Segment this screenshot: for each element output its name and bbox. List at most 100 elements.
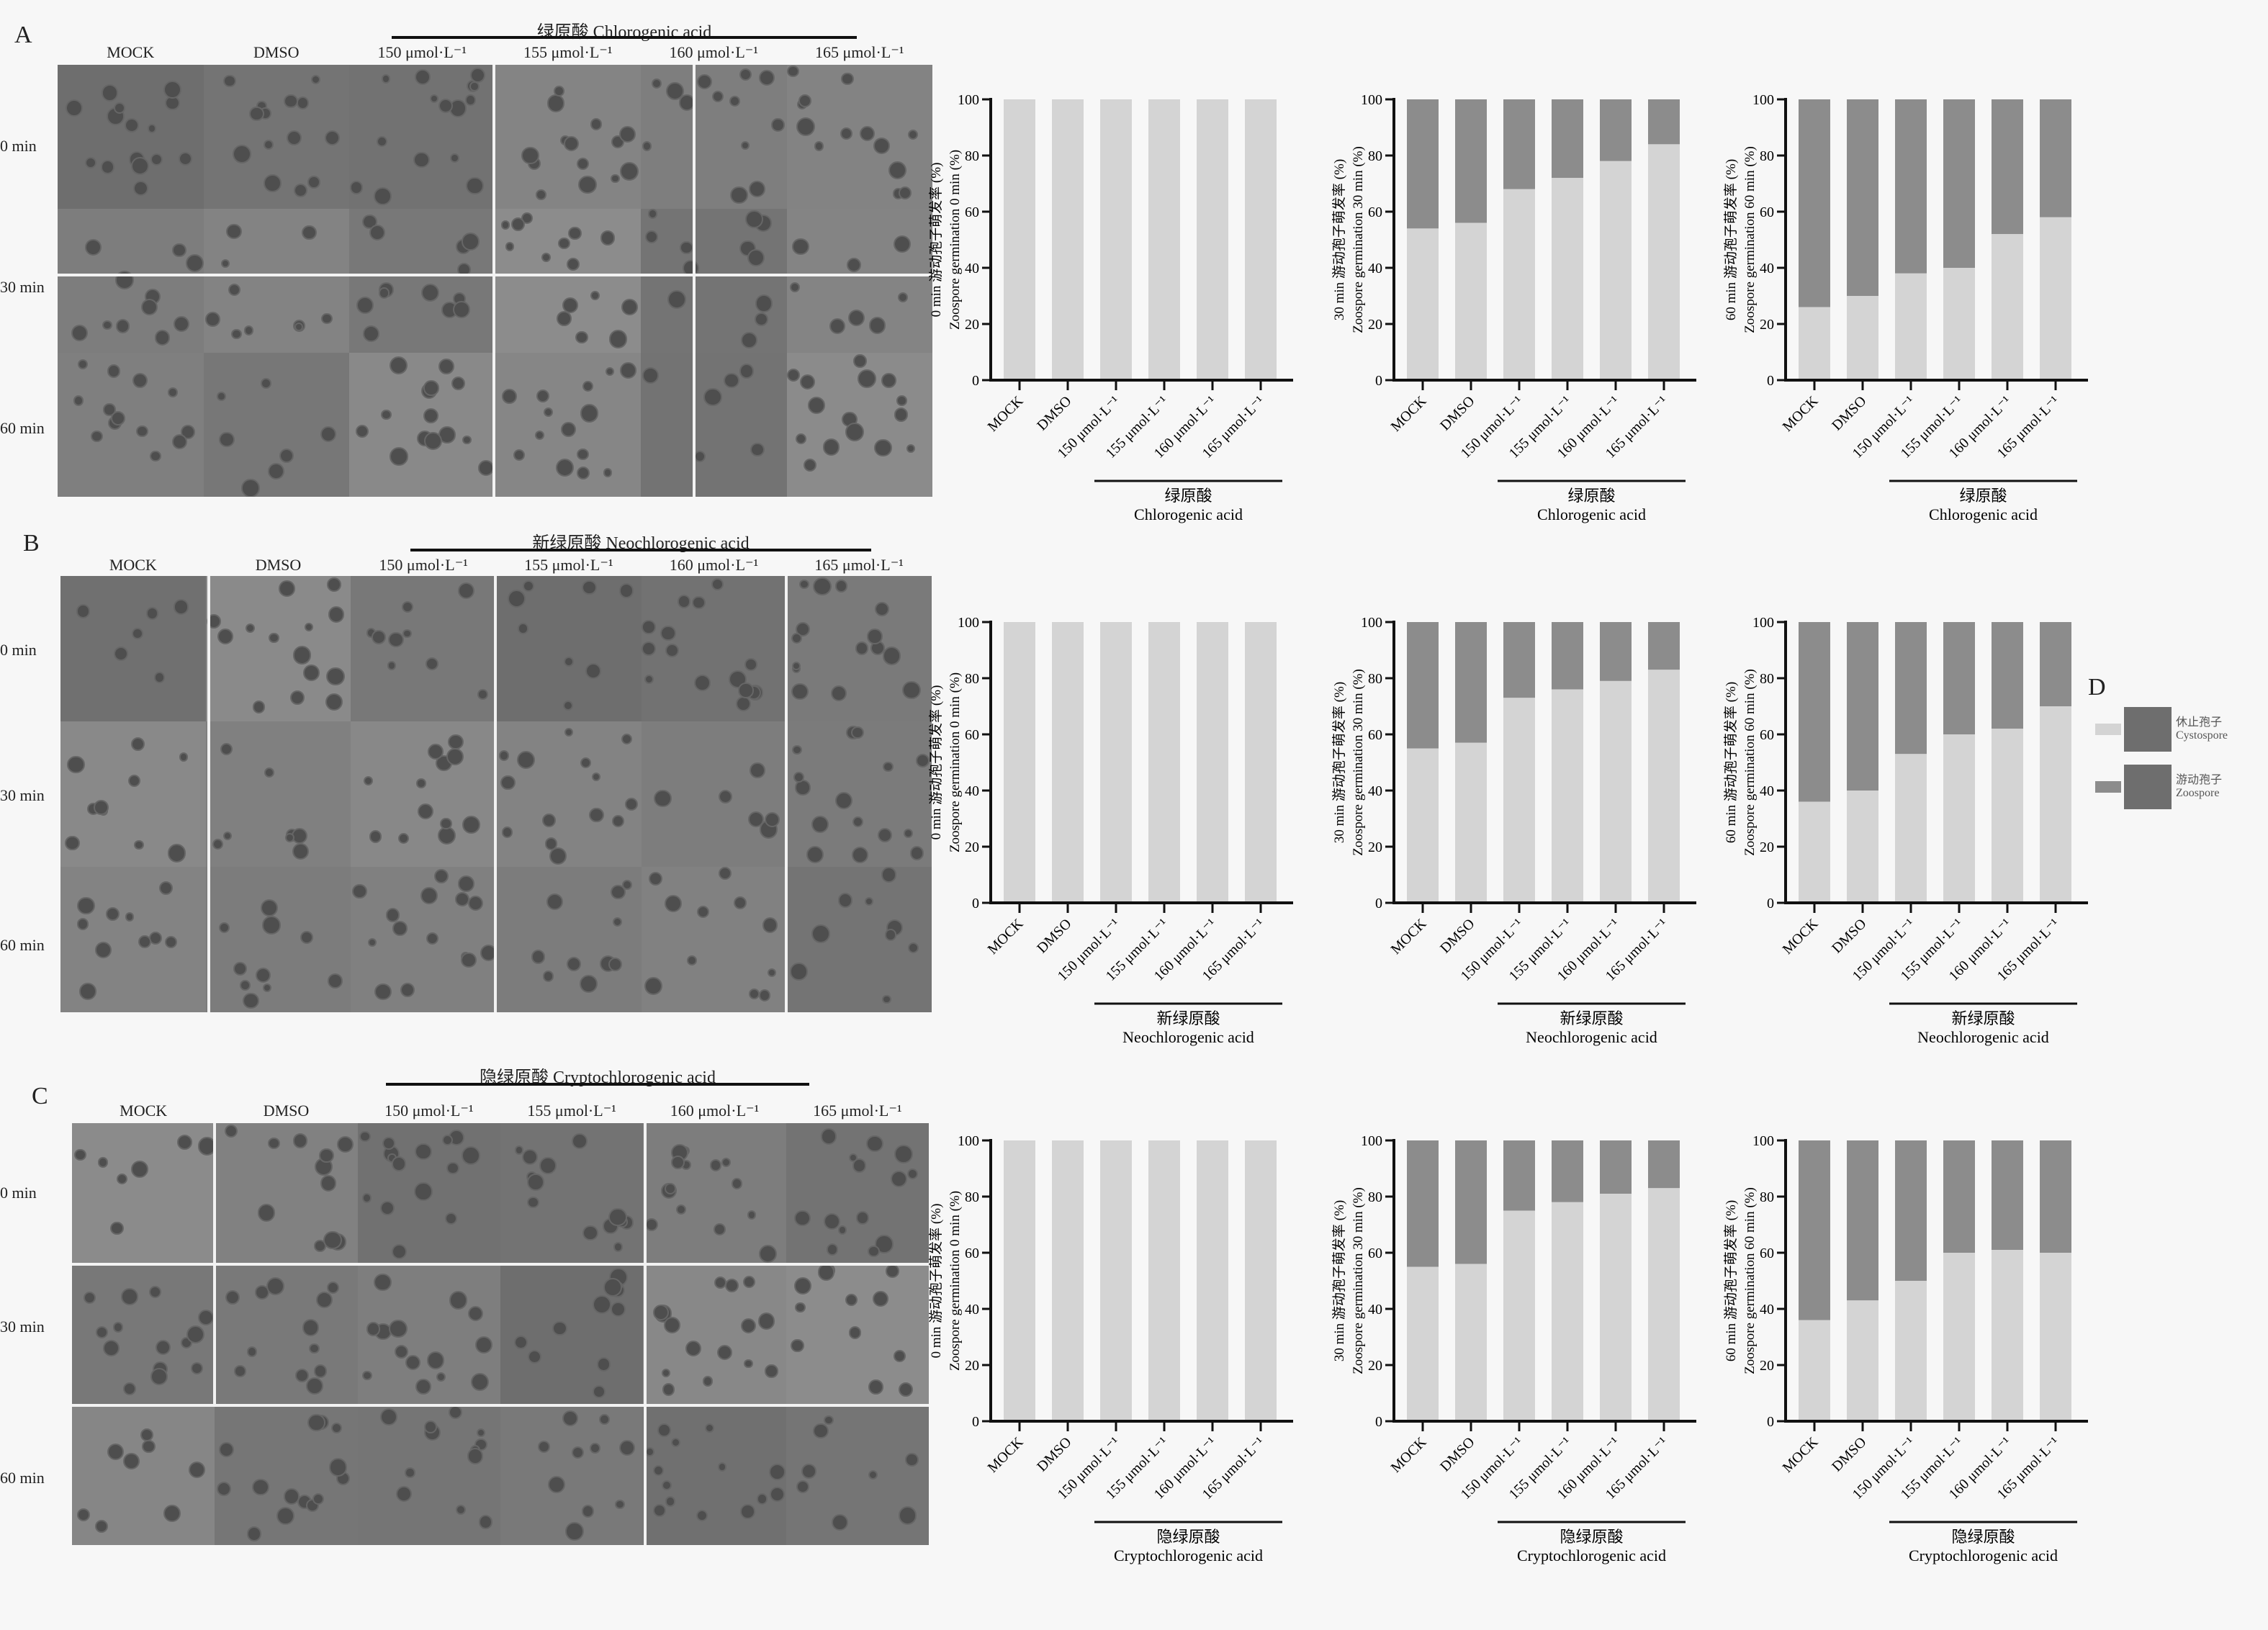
- zoospore-cell: [755, 294, 773, 312]
- bar-segment-light: [1052, 622, 1084, 903]
- micrograph-cell: [786, 576, 932, 721]
- zoospore-cell: [264, 767, 275, 778]
- zoospore-cell: [832, 1513, 848, 1531]
- zoospore-cell: [464, 94, 477, 106]
- group-label-cn: 新绿原酸: [1560, 1009, 1623, 1027]
- zoospore-cell: [423, 1420, 437, 1433]
- zoospore-cell: [740, 140, 750, 150]
- zoospore-cell: [714, 1222, 726, 1235]
- zoospore-cell: [835, 791, 853, 809]
- zoospore-cell: [224, 1124, 238, 1138]
- zoospore-cell: [136, 425, 148, 438]
- zoospore-cell: [564, 727, 573, 737]
- zoospore-cell: [831, 685, 847, 702]
- bar-segment-light: [1552, 689, 1583, 903]
- zoospore-cell: [590, 1442, 601, 1454]
- y-axis-label-en: Zoospore germination 0 min (%): [948, 150, 963, 330]
- zoospore-cell: [502, 389, 517, 405]
- zoospore-cell: [140, 299, 158, 316]
- zoospore-cell: [611, 174, 620, 184]
- zoospore-cell: [130, 1160, 149, 1179]
- y-tick-label: 100: [1752, 92, 1774, 108]
- zoospore-cell: [116, 1173, 128, 1185]
- zoospore-cell: [216, 1481, 232, 1497]
- zoospore-cell: [218, 1441, 234, 1458]
- zoospore-cell: [101, 160, 115, 174]
- zoospore-cell: [513, 449, 525, 461]
- zoospore-cell: [770, 1486, 786, 1502]
- y-tick-label: 40: [1368, 1302, 1382, 1318]
- zoospore-cell: [878, 828, 893, 843]
- zoospore-cell: [624, 797, 639, 811]
- zoospore-cell: [307, 1413, 326, 1432]
- zoospore-cell: [613, 1242, 624, 1253]
- zoospore-cell: [657, 1423, 671, 1438]
- zoospore-cell: [883, 762, 894, 773]
- bar-segment-dark: [1992, 99, 2023, 235]
- row-label: 0 min: [0, 641, 37, 659]
- zoospore-cell: [395, 1344, 409, 1359]
- zoospore-cell: [405, 1354, 421, 1371]
- zoospore-cell: [296, 96, 310, 109]
- zoospore-cell: [747, 1210, 756, 1220]
- zoospore-cell: [150, 450, 161, 462]
- bar-segment-light: [1100, 1140, 1132, 1421]
- zoospore-cell: [262, 916, 281, 935]
- x-tick-label: DMSO: [1829, 916, 1869, 956]
- zoospore-cell: [904, 829, 914, 839]
- zoospore-cell: [414, 68, 431, 85]
- micrograph-cell: [641, 209, 787, 353]
- micrograph-cell: [205, 576, 351, 721]
- row-label: 60 min: [0, 419, 45, 437]
- zoospore-cell: [325, 693, 343, 711]
- zoospore-cell: [536, 189, 547, 201]
- micrograph-cell: [351, 721, 496, 867]
- x-tick-label: DMSO: [1034, 1434, 1074, 1474]
- column-label: 160 μmol·L⁻¹: [669, 43, 759, 61]
- zoospore-cell: [106, 907, 120, 922]
- zoospore-cell: [223, 74, 237, 88]
- y-tick-label: 20: [1368, 1358, 1382, 1374]
- zoospore-cell: [793, 1210, 811, 1227]
- image-separator: [72, 1263, 929, 1266]
- group-label-en: Chlorogenic acid: [1134, 505, 1243, 523]
- zoospore-cell: [748, 181, 765, 197]
- zoospore-cell: [302, 225, 317, 240]
- bar-segment-dark: [2040, 622, 2071, 706]
- column-label: 150 μmol·L⁻¹: [377, 43, 467, 61]
- zoospore-cell: [654, 790, 672, 808]
- micrograph-cell: [643, 1123, 786, 1264]
- zoospore-cell: [896, 395, 907, 406]
- zoospore-cell: [608, 1207, 627, 1226]
- group-label-en: Cryptochlorogenic acid: [1909, 1546, 2058, 1564]
- zoospore-cell: [113, 646, 129, 662]
- zoospore-cell: [653, 1503, 667, 1518]
- y-tick-label: 100: [958, 615, 979, 631]
- zoospore-cell: [133, 180, 149, 196]
- y-axis-label-en: Zoospore germination 60 min (%): [1742, 1187, 1758, 1374]
- zoospore-cell: [415, 1379, 432, 1395]
- zoospore-cell: [462, 435, 472, 445]
- column-label: DMSO: [255, 556, 302, 574]
- panel-letter: A: [14, 22, 32, 48]
- micrograph-cell: [496, 721, 642, 867]
- bar-segment-dark: [1648, 622, 1680, 670]
- zoospore-cell: [759, 989, 771, 1001]
- zoospore-cell: [660, 625, 677, 641]
- zoospore-cell: [323, 1230, 342, 1250]
- micrograph-cell: [786, 1123, 929, 1264]
- micrograph-cell: [786, 867, 932, 1012]
- zoospore-cell: [379, 1408, 398, 1426]
- bar-segment-dark: [1799, 1140, 1830, 1320]
- zoospore-cell: [521, 146, 539, 165]
- bar-segment-light: [1503, 1210, 1535, 1421]
- micrograph-cell: [786, 209, 932, 353]
- bar-segment-light: [1052, 1140, 1084, 1421]
- zoospore-cell: [841, 72, 854, 86]
- zoospore-cell: [501, 826, 513, 838]
- column-label: 160 μmol·L⁻¹: [670, 1102, 760, 1120]
- zoospore-cell: [798, 94, 811, 107]
- x-tick-label: MOCK: [1780, 393, 1822, 435]
- zoospore-cell: [326, 667, 345, 686]
- micrograph-cell: [496, 576, 642, 721]
